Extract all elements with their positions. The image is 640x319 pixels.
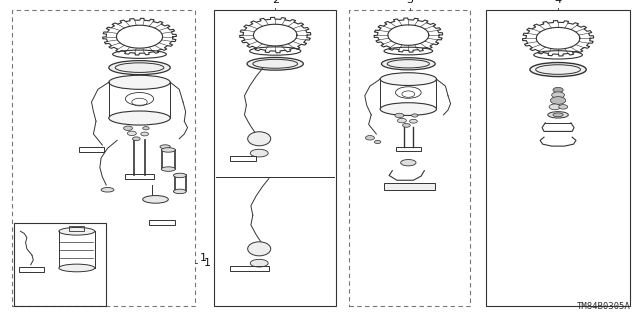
Ellipse shape (109, 75, 170, 89)
Circle shape (412, 114, 418, 117)
Bar (125, 174, 154, 179)
Bar (230, 266, 269, 271)
Ellipse shape (143, 196, 168, 203)
Bar (230, 156, 256, 161)
Text: TM84B0305A: TM84B0305A (577, 302, 630, 311)
Ellipse shape (59, 227, 95, 235)
Bar (69, 226, 84, 231)
Ellipse shape (401, 160, 416, 166)
Bar (19, 267, 44, 272)
Ellipse shape (380, 103, 436, 115)
Circle shape (374, 140, 381, 144)
Bar (384, 183, 435, 190)
Circle shape (410, 119, 417, 123)
Bar (349, 10, 470, 306)
Circle shape (132, 137, 140, 141)
Circle shape (124, 126, 132, 130)
Circle shape (397, 118, 406, 123)
Ellipse shape (161, 148, 175, 152)
Bar (214, 10, 336, 306)
Ellipse shape (250, 149, 268, 157)
Bar (486, 10, 630, 306)
Circle shape (395, 113, 404, 118)
Ellipse shape (109, 61, 170, 75)
Ellipse shape (248, 242, 271, 256)
Ellipse shape (381, 58, 435, 70)
Circle shape (403, 123, 410, 127)
Ellipse shape (548, 112, 568, 118)
Bar (14, 223, 106, 306)
Circle shape (552, 92, 564, 98)
Circle shape (365, 136, 374, 140)
Circle shape (553, 87, 563, 93)
Ellipse shape (530, 63, 586, 77)
Bar (12, 10, 195, 306)
Circle shape (141, 132, 148, 136)
Text: 2: 2 (271, 0, 279, 5)
Text: 1: 1 (200, 253, 207, 263)
Ellipse shape (248, 132, 271, 146)
Bar (149, 220, 175, 225)
Circle shape (127, 131, 136, 136)
Ellipse shape (161, 167, 175, 171)
Ellipse shape (173, 189, 186, 194)
Ellipse shape (553, 113, 563, 117)
Ellipse shape (101, 188, 114, 192)
Text: 3: 3 (406, 0, 413, 5)
Ellipse shape (160, 145, 170, 149)
Bar (396, 147, 421, 151)
Text: 1: 1 (204, 258, 211, 268)
Ellipse shape (380, 73, 436, 85)
Circle shape (559, 105, 568, 109)
Circle shape (143, 127, 149, 130)
Ellipse shape (173, 173, 186, 178)
Circle shape (549, 104, 561, 110)
Text: 4: 4 (554, 0, 562, 5)
Ellipse shape (247, 57, 303, 70)
Circle shape (550, 97, 566, 104)
Bar (79, 147, 104, 152)
Ellipse shape (109, 111, 170, 125)
Ellipse shape (59, 264, 95, 272)
Ellipse shape (250, 259, 268, 267)
